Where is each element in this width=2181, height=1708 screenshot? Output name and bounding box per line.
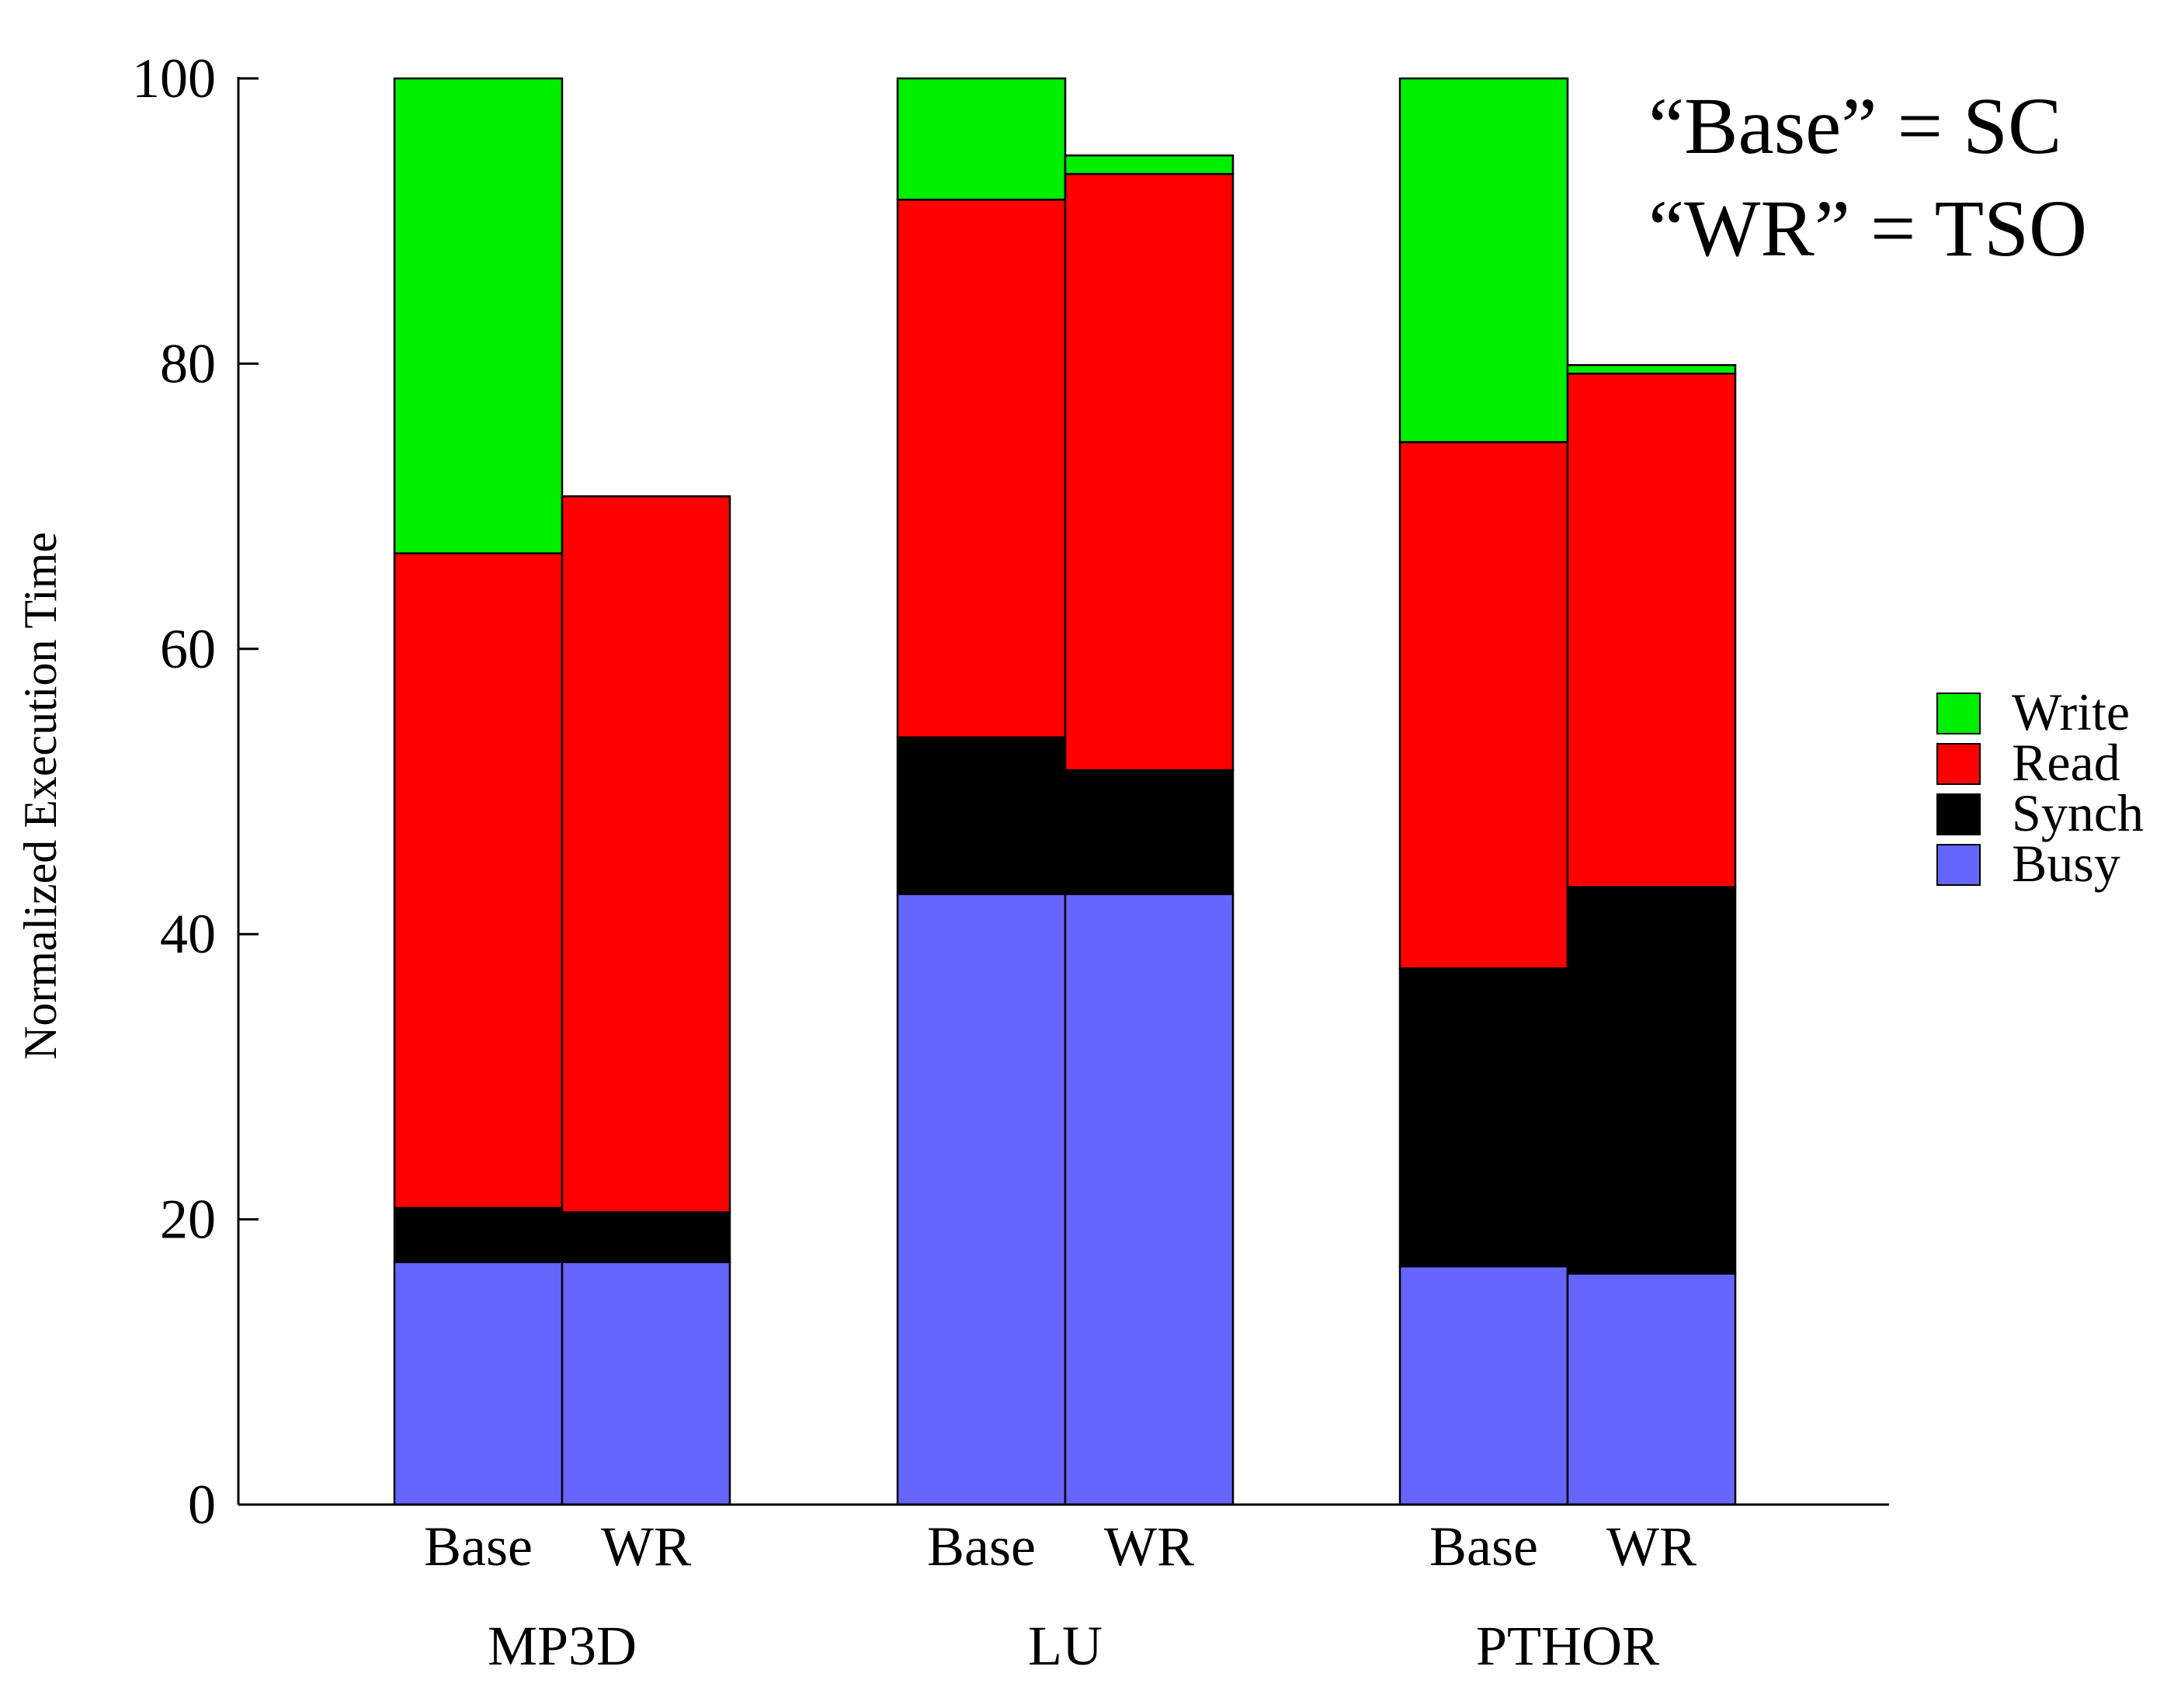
bar-segment-pthor-wr-read [1566, 373, 1737, 888]
bar-segment-mp3d-wr-synch [561, 1211, 731, 1263]
bars [393, 77, 1737, 1506]
bar-label: WR [601, 1515, 691, 1578]
legend-swatch-read [1936, 743, 1981, 785]
legend-label-read: Read [2012, 733, 2120, 792]
bar-segment-lu-base-write [896, 77, 1067, 201]
bar-segment-lu-wr-busy [1064, 893, 1235, 1506]
bar-segment-mp3d-base-write [393, 77, 564, 554]
y-tick-label: 0 [188, 1474, 216, 1536]
bar-label: WR [1104, 1515, 1194, 1578]
legend-label-synch: Synch [2012, 783, 2144, 842]
legend-label-busy: Busy [2012, 834, 2120, 893]
bar-segment-mp3d-wr-busy [561, 1261, 731, 1506]
bar-segment-pthor-base-busy [1398, 1265, 1569, 1506]
bar-segment-lu-base-busy [896, 893, 1067, 1506]
bar-label: Base [1429, 1515, 1538, 1578]
bar-segment-lu-wr-read [1064, 172, 1235, 772]
y-tick-label: 80 [160, 332, 216, 394]
bar-segment-lu-wr-synch [1064, 769, 1235, 896]
annotation-line: “WR” = TSO [1648, 184, 2087, 273]
y-tick-label: 60 [160, 618, 216, 680]
bar-segment-pthor-wr-busy [1566, 1272, 1737, 1506]
axes [237, 77, 1889, 1506]
legend-label-write: Write [2012, 682, 2130, 741]
y-axis-label: Normalized Execution Time [15, 532, 66, 1060]
legend-swatch-busy [1936, 844, 1981, 886]
legend-swatch-write [1936, 693, 1981, 734]
bar-segment-pthor-wr-synch [1566, 886, 1737, 1275]
bar-segment-mp3d-base-synch [393, 1206, 564, 1263]
bar-segment-pthor-base-synch [1398, 967, 1569, 1268]
group-label: MP3D [488, 1615, 637, 1677]
group-label: PTHOR [1476, 1615, 1659, 1677]
y-tick-label: 20 [160, 1189, 216, 1251]
bar-segment-mp3d-base-busy [393, 1261, 564, 1506]
bar-label: Base [927, 1515, 1036, 1578]
bar-segment-lu-base-read [896, 198, 1067, 738]
bar-segment-pthor-base-read [1398, 441, 1569, 970]
bar-segment-lu-wr-write [1064, 154, 1235, 175]
bar-segment-pthor-wr-write [1566, 363, 1737, 375]
y-tick-label: 100 [132, 47, 216, 109]
bar-segment-mp3d-wr-read [561, 495, 731, 1213]
bar-segment-lu-base-synch [896, 736, 1067, 896]
bar-segment-pthor-base-write [1398, 77, 1569, 443]
annotation: “Base” = SC “WR” = TSO [1648, 82, 2087, 273]
group-label: LU [1028, 1615, 1103, 1677]
bar-label: WR [1606, 1515, 1697, 1578]
annotation-line: “Base” = SC [1648, 82, 2061, 171]
bar-label: Base [424, 1515, 533, 1578]
y-tick-label: 40 [160, 903, 216, 965]
legend-swatch-synch [1936, 793, 1981, 835]
bar-segment-mp3d-base-read [393, 552, 564, 1210]
y-tick-labels: 0 20 40 60 80 100 [132, 47, 259, 1536]
